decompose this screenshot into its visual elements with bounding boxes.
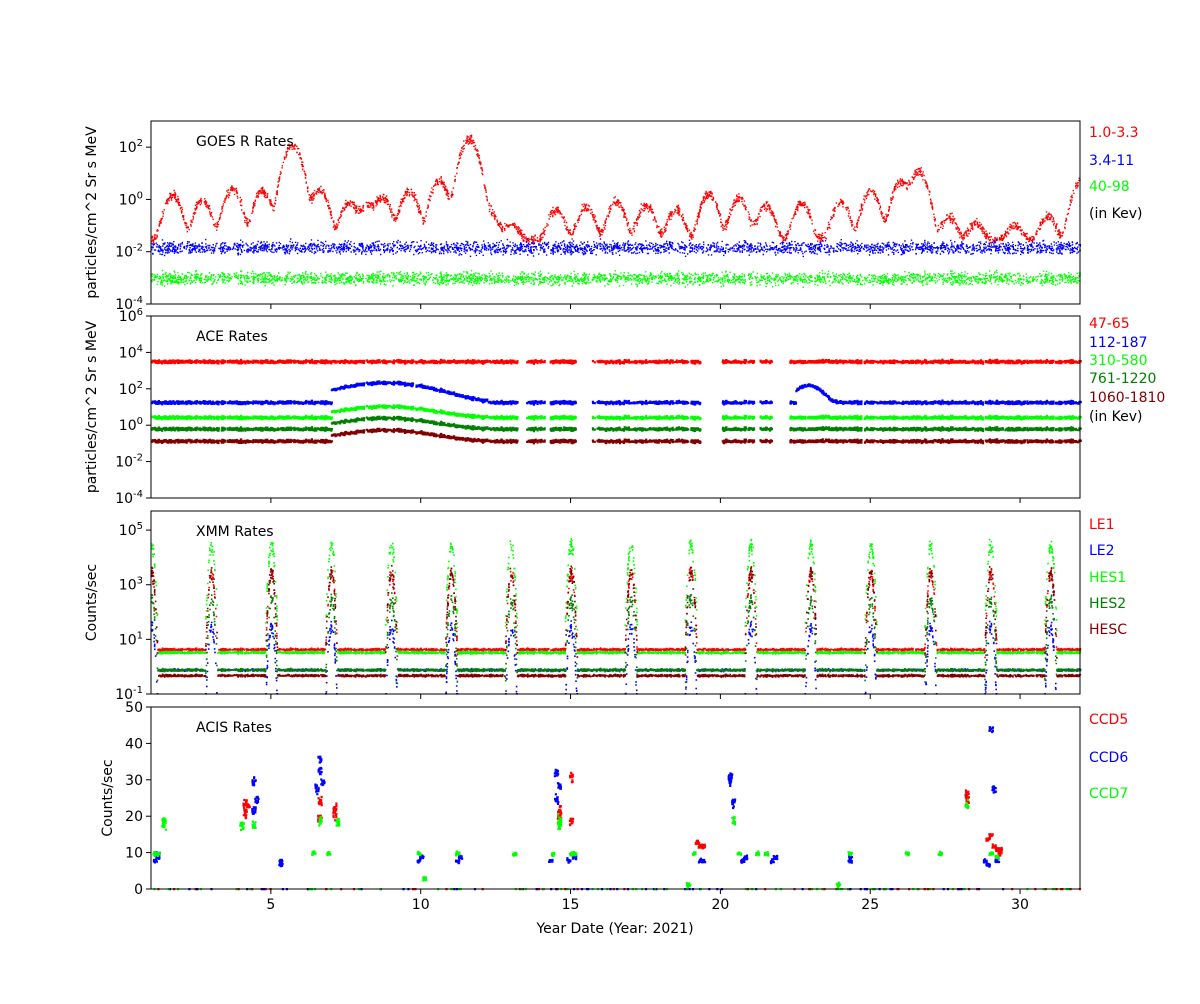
y-tick-label-3-5: 50	[125, 700, 143, 716]
y-tick-label-1-1: 104	[119, 343, 143, 361]
ace-series-1	[151, 380, 1082, 406]
y-tick-label-2-1: 103	[119, 576, 143, 594]
legend-entry-1-3: 761-1220	[1089, 371, 1156, 387]
y-tick-label-2-0: 105	[119, 521, 143, 539]
goes-series-1	[151, 238, 1082, 258]
panel-title-1: ACE Rates	[196, 329, 268, 345]
x-tick-label-4: 25	[861, 897, 879, 913]
legend-entry-2-2: HES1	[1089, 570, 1126, 586]
x-tick-label-1: 10	[412, 897, 430, 913]
y-tick-label-3-1: 10	[125, 846, 143, 862]
y-tick-label-1-0: 106	[119, 307, 143, 325]
legend-note-1: (in Kev)	[1089, 409, 1143, 425]
y-tick-label-3-4: 40	[125, 736, 143, 752]
data-marks	[151, 134, 1082, 891]
panel-title-3: ACIS Rates	[196, 720, 272, 736]
ace-series-4	[151, 427, 1082, 445]
y-tick-label-1-2: 102	[119, 380, 143, 398]
panel-frame-2	[150, 510, 1081, 695]
legend-entry-0-1: 3.4-11	[1089, 153, 1134, 169]
legend-entry-2-4: HESC	[1089, 622, 1127, 638]
y-tick-label-3-2: 20	[125, 809, 143, 825]
legend-entry-1-0: 47-65	[1089, 316, 1130, 332]
y-tick-label-1-4: 10-2	[115, 453, 143, 471]
panel-frame-1	[150, 315, 1081, 499]
legend-entry-3-0: CCD5	[1089, 712, 1128, 728]
legend-note-0: (in Kev)	[1089, 206, 1143, 222]
y-tick-label-3-3: 30	[125, 773, 143, 789]
legend-entry-3-2: CCD7	[1089, 786, 1128, 802]
legend-entry-0-2: 40-98	[1089, 179, 1130, 195]
legend-entry-2-3: HES2	[1089, 596, 1126, 612]
ace-series-2	[151, 404, 1082, 421]
y-axis-label-2: Counts/sec	[84, 564, 100, 641]
legend-entry-2-1: LE2	[1089, 543, 1115, 559]
y-tick-label-1-3: 100	[119, 416, 143, 434]
goes-series-0	[151, 134, 1081, 245]
y-tick-label-0-0: 102	[119, 138, 143, 156]
y-tick-label-0-3: 10-4	[115, 295, 143, 313]
y-axis-label-3: Counts/sec	[100, 759, 116, 836]
x-axis-label: Year Date (Year: 2021)	[535, 921, 693, 937]
legend-entry-0-0: 1.0-3.3	[1089, 125, 1139, 141]
goes-series-2	[151, 269, 1082, 288]
panel-title-2: XMM Rates	[196, 524, 274, 540]
x-tick-label-3: 20	[711, 897, 729, 913]
y-axis-label-0: particles/cm^2 Sr s MeV	[84, 126, 100, 299]
y-tick-label-0-1: 100	[119, 190, 143, 208]
y-tick-label-2-3: 10-1	[115, 685, 143, 703]
panel-frame-0	[150, 120, 1081, 305]
legend-entry-2-0: LE1	[1089, 517, 1115, 533]
panel-frame-3	[150, 706, 1081, 890]
y-tick-label-2-2: 101	[119, 630, 143, 648]
legend-entry-3-1: CCD6	[1089, 750, 1128, 766]
x-tick-label-2: 15	[562, 897, 580, 913]
legend-entry-1-2: 310-580	[1089, 353, 1148, 369]
y-tick-label-0-2: 10-2	[115, 243, 143, 261]
axes-frames	[146, 120, 1081, 894]
y-axis-label-1: particles/cm^2 Sr s MeV	[84, 320, 100, 493]
legend-entry-1-1: 112-187	[1089, 335, 1148, 351]
ace-series-3	[151, 415, 1082, 433]
legend-entry-1-4: 1060-1810	[1089, 390, 1165, 406]
panel-title-0: GOES R Rates	[196, 134, 294, 150]
x-tick-label-5: 30	[1011, 897, 1029, 913]
ace-series-0	[151, 358, 1082, 365]
y-tick-label-1-5: 10-4	[115, 489, 143, 507]
xmm-series-0	[151, 566, 1082, 659]
y-tick-label-3-0: 0	[134, 882, 143, 898]
x-tick-label-0: 5	[266, 897, 275, 913]
